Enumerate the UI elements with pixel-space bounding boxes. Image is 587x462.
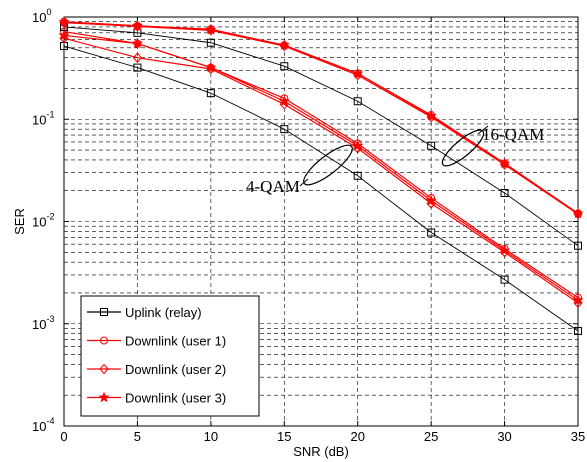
x-tick-label: 30 xyxy=(497,429,511,444)
annotation-ellipse-4qam xyxy=(303,144,353,186)
y-tick-label: 100 xyxy=(32,7,51,25)
data-point-star xyxy=(131,20,143,31)
series-line xyxy=(63,37,579,304)
legend-entry: Downlink (user 3) xyxy=(87,391,226,406)
data-point-star xyxy=(352,139,364,151)
series-4 xyxy=(58,29,584,305)
data-point-star xyxy=(278,95,290,106)
annotation-leader-4qam xyxy=(299,178,309,187)
data-point-diamond xyxy=(99,363,109,375)
data-point-star xyxy=(205,23,217,35)
legend-entry: Downlink (user 2) xyxy=(87,362,226,377)
legend-entry: Downlink (user 1) xyxy=(87,334,226,349)
annotation-4qam-label: 4-QAM xyxy=(246,177,300,196)
data-point-diamond xyxy=(59,32,69,44)
data-point-star xyxy=(205,61,217,73)
x-tick-label: 15 xyxy=(277,429,291,444)
data-point-star xyxy=(98,391,110,403)
x-tick-label: 25 xyxy=(424,429,438,444)
data-point-square xyxy=(280,62,289,71)
series-line xyxy=(63,34,579,301)
series-6 xyxy=(60,17,582,218)
data-point-square xyxy=(427,141,436,150)
series-line xyxy=(63,21,579,214)
data-point-star xyxy=(425,194,437,206)
series-5 xyxy=(60,22,582,250)
series-7 xyxy=(59,17,583,220)
data-point-square xyxy=(100,308,108,316)
annotation-layer: 4-QAM 16-QAM xyxy=(246,125,544,196)
data-point-diamond xyxy=(573,297,583,309)
data-point-star xyxy=(278,39,290,50)
data-point-star xyxy=(131,37,143,49)
y-tick-label: 10-4 xyxy=(32,416,54,434)
series-3 xyxy=(59,32,583,309)
x-tick-label: 10 xyxy=(204,429,218,444)
data-point-diamond xyxy=(353,143,363,154)
data-point-star xyxy=(58,16,70,27)
x-tick-label: 35 xyxy=(571,429,585,444)
data-point-star xyxy=(352,67,364,79)
legend-label: Downlink (user 3) xyxy=(125,391,226,406)
x-axis-ticks: 0 5 10 15 20 25 30 35 xyxy=(60,17,585,444)
data-point-circle xyxy=(100,336,108,345)
legend-label: Downlink (user 2) xyxy=(125,362,226,377)
x-axis-label: SNR (dB) xyxy=(293,444,349,459)
legend-label: Uplink (relay) xyxy=(125,305,202,320)
data-point-square xyxy=(500,275,509,284)
series-layer xyxy=(58,16,584,335)
series-line xyxy=(63,45,579,332)
legend: Uplink (relay) Downlink (user 1) Downlink … xyxy=(80,295,260,417)
data-point-square xyxy=(206,38,215,47)
x-tick-label: 20 xyxy=(350,429,364,444)
series-line xyxy=(63,26,579,247)
data-point-star xyxy=(499,157,511,169)
y-axis-label: SER xyxy=(12,208,27,235)
data-point-square xyxy=(206,89,215,98)
series-line xyxy=(63,21,579,214)
data-point-square xyxy=(353,171,362,180)
data-point-star xyxy=(572,207,584,219)
data-point-star xyxy=(572,294,584,305)
data-point-star xyxy=(499,244,511,256)
series-line xyxy=(63,22,579,215)
legend-label: Downlink (user 1) xyxy=(125,334,226,349)
data-point-square xyxy=(353,97,362,106)
data-point-square xyxy=(133,63,142,72)
series-8 xyxy=(58,16,584,219)
annotation-leader-16qam xyxy=(477,125,489,135)
data-point-square xyxy=(574,241,582,250)
x-tick-label: 0 xyxy=(60,429,67,444)
data-point-star xyxy=(425,110,437,121)
x-tick-label: 5 xyxy=(134,429,141,444)
data-point-square xyxy=(427,228,436,237)
y-tick-label: 10-1 xyxy=(32,109,54,127)
data-point-square xyxy=(280,125,289,134)
legend-box xyxy=(80,295,260,417)
data-point-square xyxy=(500,188,509,197)
data-point-square xyxy=(574,326,582,335)
data-point-diamond xyxy=(132,52,143,63)
data-point-star xyxy=(58,29,70,41)
y-tick-label: 10-3 xyxy=(32,314,54,332)
series-1 xyxy=(60,42,582,335)
legend-entry: Uplink (relay) xyxy=(87,305,202,320)
annotation-ellipse-16qam xyxy=(441,129,485,167)
annotation-16qam-label: 16-QAM xyxy=(482,125,544,144)
y-axis-ticks: 100 10-1 10-2 10-3 10-4 xyxy=(32,7,578,434)
y-tick-label: 10-2 xyxy=(32,212,54,230)
